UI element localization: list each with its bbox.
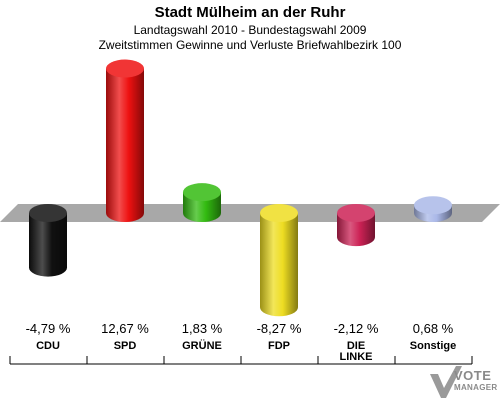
category-label: CDU — [36, 340, 60, 352]
vote-manager-logo-icon — [430, 366, 462, 398]
value-label: 0,68 % — [413, 321, 454, 336]
bar-spd — [106, 59, 144, 222]
value-label: -4,79 % — [26, 321, 71, 336]
value-label: -8,27 % — [257, 321, 302, 336]
value-label: 12,67 % — [101, 321, 149, 336]
chart-description: Zweitstimmen Gewinne und Verluste Briefw… — [98, 38, 402, 52]
bar-sonstige — [414, 196, 452, 222]
value-label: -2,12 % — [334, 321, 379, 336]
chart-subtitle: Landtagswahl 2010 - Bundestagswahl 2009 — [133, 23, 367, 37]
category-label: SPD — [114, 340, 137, 352]
bar-cdu — [29, 204, 67, 277]
category-label: FDP — [268, 340, 290, 352]
bar-die-linke — [337, 204, 375, 247]
bar-gr-ne — [183, 183, 221, 222]
value-label: 1,83 % — [182, 321, 223, 336]
logo-text-vote: VOTE — [454, 368, 492, 383]
category-label: Sonstige — [410, 340, 456, 352]
chart-title: Stadt Mülheim an der Ruhr — [154, 4, 346, 21]
category-label: DIE — [347, 340, 365, 352]
logo-text-manager: MANAGER — [454, 383, 498, 392]
category-label: GRÜNE — [182, 339, 222, 352]
category-label: LINKE — [340, 351, 373, 363]
bar-fdp — [260, 204, 298, 317]
